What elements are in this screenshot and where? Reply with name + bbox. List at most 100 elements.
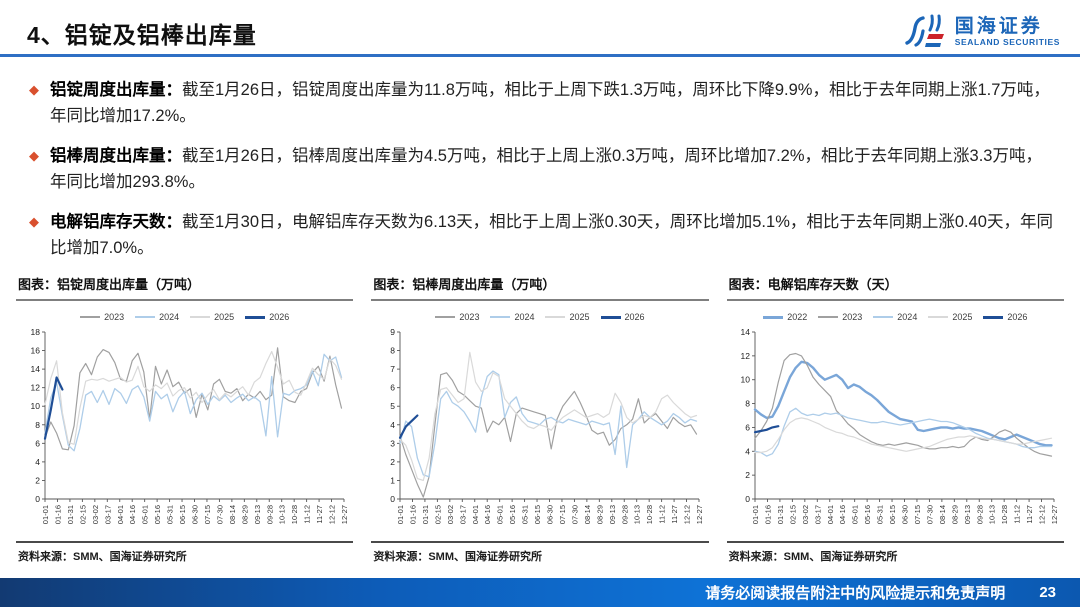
legend-label: 2024 [897, 312, 918, 323]
legend-item: 2026 [245, 312, 289, 322]
svg-text:07-30: 07-30 [570, 505, 579, 524]
legend-line-swatch [600, 315, 621, 319]
chart-title: 图表：电解铝库存天数（天） [726, 274, 1064, 302]
legend-label: 2022 [787, 312, 808, 323]
svg-text:10-13: 10-13 [633, 505, 642, 524]
svg-text:7: 7 [390, 364, 395, 374]
bullet-item: ◆ 铝棒周度出库量：截至1月26日，铝棒周度出库量为4.5万吨，相比于上周上涨0… [27, 143, 1055, 196]
svg-text:07-15: 07-15 [203, 505, 212, 524]
bullet-label: 电解铝库存天数： [50, 212, 182, 231]
svg-text:12-27: 12-27 [340, 505, 349, 524]
bullet-text: 电解铝库存天数：截至1月30日，电解铝库存天数为6.13天，相比于上周上涨0.3… [50, 209, 1055, 262]
svg-text:2: 2 [35, 475, 40, 485]
svg-text:12-12: 12-12 [683, 505, 692, 524]
chart-canvas: 0 2 4 6 8 10 12 14 01-01 01-16 01-31 02-15 03-02 03-1… [741, 327, 1059, 524]
bullet-item: ◆ 电解铝库存天数：截至1月30日，电解铝库存天数为6.13天，相比于上周上涨0… [27, 209, 1055, 262]
svg-text:01-16: 01-16 [764, 505, 773, 524]
svg-text:06-30: 06-30 [901, 505, 910, 524]
svg-text:18: 18 [30, 327, 40, 337]
chart-legend: 2022 2023 2024 2025 2026 [727, 309, 1064, 325]
svg-text:9: 9 [390, 327, 395, 337]
legend-line-swatch [873, 316, 894, 319]
legend-label: 2025 [214, 312, 235, 323]
svg-text:16: 16 [30, 345, 40, 355]
svg-text:10: 10 [741, 375, 751, 385]
svg-text:01-31: 01-31 [66, 505, 75, 524]
svg-text:12-27: 12-27 [695, 505, 704, 524]
legend-label: 2025 [569, 312, 590, 323]
chart-panel-inventory-days: 图表：电解铝库存天数（天） 2022 2023 2024 2025 2026 0 2 4 6 8… [726, 274, 1064, 564]
svg-text:11-27: 11-27 [670, 505, 679, 524]
footer-disclaimer: 请务必阅读报告附注中的风险提示和免责声明 [705, 585, 1006, 602]
bullet-label: 铝棒周度出库量： [50, 146, 182, 165]
legend-item: 2023 [435, 312, 479, 322]
svg-text:04-01: 04-01 [471, 505, 480, 524]
legend-label: 2023 [104, 312, 125, 323]
svg-text:2: 2 [390, 457, 395, 467]
legend-label: 2026 [1007, 312, 1028, 323]
bullet-diamond-icon: ◆ [29, 213, 39, 229]
svg-text:07-30: 07-30 [926, 505, 935, 524]
svg-text:06-15: 06-15 [888, 505, 897, 524]
page-title: 4、铝锭及铝棒出库量 [27, 22, 257, 48]
svg-text:08-14: 08-14 [228, 505, 237, 524]
legend-label: 2024 [159, 312, 180, 323]
legend-line-swatch [818, 316, 839, 319]
svg-text:09-28: 09-28 [265, 505, 274, 524]
svg-text:05-16: 05-16 [153, 505, 162, 524]
svg-text:12: 12 [30, 383, 40, 393]
svg-text:08-29: 08-29 [240, 505, 249, 524]
svg-text:04-01: 04-01 [826, 505, 835, 524]
svg-text:04-16: 04-16 [483, 505, 492, 524]
chart-title: 图表：铝锭周度出库量（万吨） [16, 274, 354, 302]
svg-text:05-31: 05-31 [876, 505, 885, 524]
svg-text:6: 6 [746, 422, 751, 432]
svg-text:01-16: 01-16 [408, 505, 417, 524]
svg-text:14: 14 [741, 327, 751, 337]
svg-text:4: 4 [390, 420, 395, 430]
svg-text:07-15: 07-15 [558, 505, 567, 524]
legend-line-swatch [490, 316, 511, 319]
chart-legend: 2023 2024 2025 2026 [371, 309, 708, 325]
svg-text:10-28: 10-28 [1000, 505, 1009, 524]
chart-source: 资料来源：SMM、国海证券研究所 [371, 541, 709, 564]
bullet-text: 铝棒周度出库量：截至1月26日，铝棒周度出库量为4.5万吨，相比于上周上涨0.3… [50, 143, 1055, 196]
svg-text:01-01: 01-01 [396, 505, 405, 524]
brand-name-cn: 国海证券 [954, 16, 1043, 38]
svg-text:11-27: 11-27 [1025, 505, 1034, 524]
svg-text:12-12: 12-12 [327, 505, 336, 524]
brand-name-en: SEALAND SECURITIES [954, 36, 1060, 47]
svg-text:03-02: 03-02 [801, 505, 810, 524]
brand-logo: 国海证券 SEALAND SECURITIES [902, 12, 1064, 52]
svg-text:4: 4 [746, 446, 751, 456]
svg-text:01-01: 01-01 [41, 505, 50, 524]
legend-label: 2024 [514, 312, 535, 323]
svg-text:08-14: 08-14 [938, 505, 947, 524]
brand-name: 国海证券 SEALAND SECURITIES [955, 17, 1060, 47]
svg-text:01-01: 01-01 [751, 505, 760, 524]
svg-text:02-15: 02-15 [78, 505, 87, 524]
legend-item: 2023 [818, 312, 862, 322]
chart-source: 资料来源：SMM、国海证券研究所 [726, 541, 1064, 564]
svg-text:10-13: 10-13 [988, 505, 997, 524]
svg-text:8: 8 [746, 399, 751, 409]
bullet-body: 截至1月30日，电解铝库存天数为6.13天，相比于上周上涨0.30天，周环比增加… [50, 212, 1053, 257]
legend-line-swatch [245, 315, 266, 319]
svg-text:12: 12 [741, 351, 751, 361]
svg-text:05-16: 05-16 [863, 505, 872, 524]
svg-text:11-27: 11-27 [315, 505, 324, 524]
bullet-diamond-icon: ◆ [29, 147, 39, 163]
svg-text:03-17: 03-17 [814, 505, 823, 524]
svg-text:5: 5 [390, 401, 395, 411]
svg-text:06-30: 06-30 [545, 505, 554, 524]
bullet-body: 截至1月26日，铝棒周度出库量为4.5万吨，相比于上周上涨0.3万吨，周环比增加… [50, 146, 1042, 192]
legend-item: 2024 [873, 312, 917, 322]
bullet-diamond-icon: ◆ [29, 82, 39, 97]
chart-canvas: 0 2 4 6 8 10 12 14 16 18 01-01 01-16 01-31 02-15 03-02… [30, 327, 349, 524]
svg-text:10: 10 [30, 401, 40, 411]
svg-text:06-15: 06-15 [533, 505, 542, 524]
legend-label: 2023 [459, 312, 480, 323]
svg-text:05-31: 05-31 [521, 505, 530, 524]
svg-text:6: 6 [35, 438, 40, 448]
svg-text:08-29: 08-29 [951, 505, 960, 524]
